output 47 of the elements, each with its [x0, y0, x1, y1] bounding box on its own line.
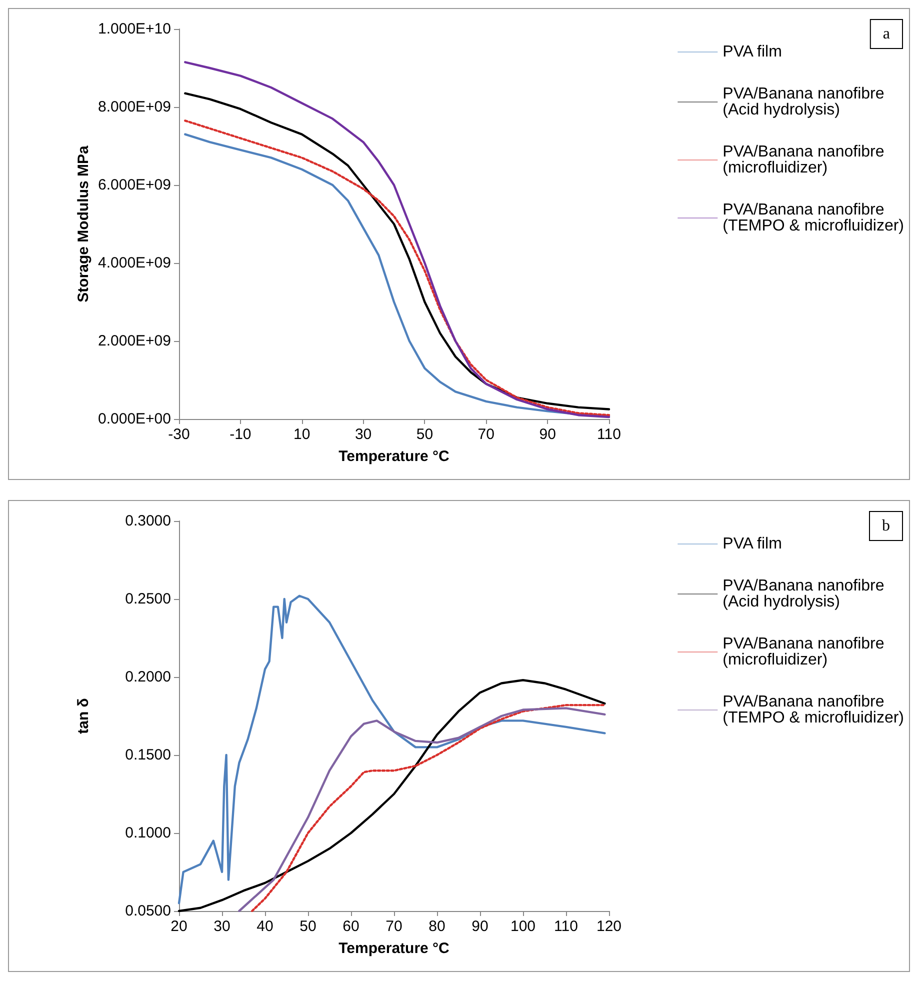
y-tick-label: 1.000E+10: [98, 20, 171, 38]
legend-label: PVA/Banana nanofibre (microfluidizer): [722, 636, 889, 668]
legend-label: PVA/Banana nanofibre (TEMPO & microfluidizer): [722, 694, 904, 726]
y-tick-label: 0.1000: [125, 824, 171, 842]
y-axis-title: Storage Modulus MPa: [75, 145, 92, 302]
x-tick-label: 90: [472, 918, 488, 935]
legend-label: PVA film: [722, 536, 782, 552]
y-tick-label: 0.1500: [125, 746, 171, 764]
legend-label: PVA/Banana nanofibre (microfluidizer): [722, 144, 889, 176]
x-tick-label: 20: [170, 918, 188, 935]
x-tick-label: -10: [230, 426, 252, 443]
line-series: [178, 679, 606, 912]
y-tick-label: 0.000E+00: [98, 410, 171, 428]
x-tick-label: 70: [478, 426, 494, 443]
x-tick-label: 10: [294, 426, 310, 443]
x-tick-label: -30: [168, 426, 190, 443]
x-tick-label: 30: [214, 918, 230, 935]
x-axis-title: Temperature °C: [338, 940, 450, 957]
line-series: [178, 594, 606, 904]
x-tick-label: 30: [354, 426, 372, 443]
y-tick-label: 0.3000: [125, 512, 171, 530]
text: a: [882, 26, 890, 42]
x-tick-label: 50: [300, 918, 316, 935]
x-tick-label: 120: [596, 918, 622, 935]
x-tick-label: 100: [510, 918, 536, 935]
x-tick-label: 110: [554, 918, 578, 935]
y-tick-label: 4.000E+09: [98, 254, 171, 272]
x-tick-label: 70: [386, 918, 402, 935]
x-tick-label: 110: [597, 426, 621, 443]
x-tick-label: 60: [342, 918, 360, 935]
x-axis-title: Temperature °C: [338, 448, 450, 465]
x-tick-label: 40: [256, 918, 274, 935]
legend-label: PVA/Banana nanofibre (Acid hydrolysis): [722, 86, 889, 118]
y-tick-label: 2.000E+09: [98, 332, 171, 350]
y-tick-label: 8.000E+09: [98, 98, 171, 116]
legend-label: PVA/Banana nanofibre (Acid hydrolysis): [722, 578, 889, 610]
text: b: [882, 518, 890, 534]
y-tick-label: 6.000E+09: [98, 176, 171, 194]
legend-label: PVA/Banana nanofibre (TEMPO & microfluidizer): [722, 202, 904, 234]
y-tick-label: 0.2500: [125, 590, 171, 608]
x-tick-label: 50: [416, 426, 434, 443]
y-tick-label: 0.2000: [125, 668, 171, 686]
y-axis-title: tan δ: [75, 698, 92, 734]
x-tick-label: 90: [539, 426, 556, 443]
x-tick-label: 80: [428, 918, 446, 935]
legend-label: PVA film: [722, 44, 782, 60]
y-tick-label: 0.0500: [125, 902, 171, 920]
